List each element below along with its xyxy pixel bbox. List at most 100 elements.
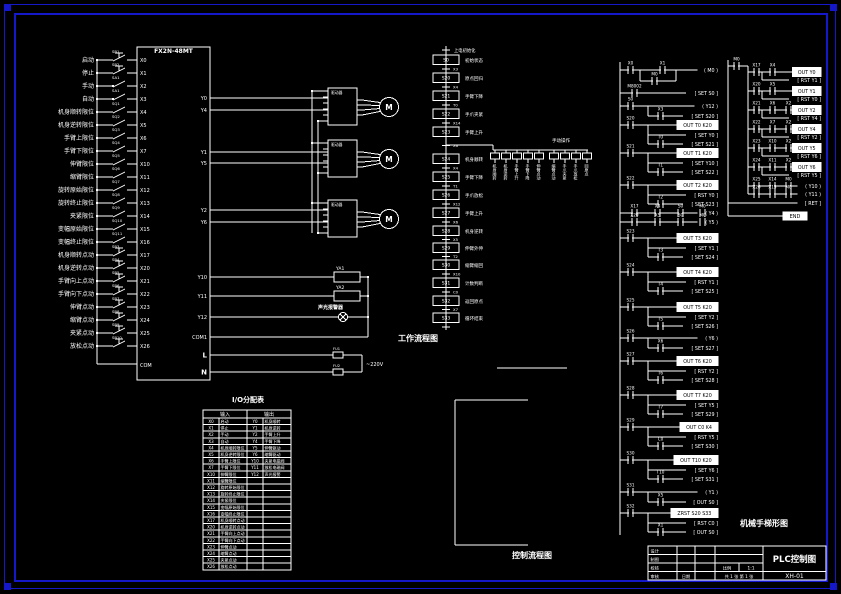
sfc-step-note: 手臂下降 — [465, 174, 483, 181]
io-cell-pin: X16 — [207, 511, 215, 516]
drawing-title: PLC控制图 — [773, 554, 816, 565]
contact-gap — [786, 127, 791, 131]
fuse-1 — [332, 351, 344, 359]
contact-label: S26 — [627, 329, 635, 334]
io-cell-pin: X7 — [208, 465, 214, 470]
contact-label: T0 — [657, 135, 664, 140]
contact-label: X22 — [752, 120, 761, 125]
junction-dot — [366, 275, 370, 279]
plc-pin-label: X23 — [140, 305, 150, 311]
sfc-step-box — [432, 207, 460, 218]
coil-label: [ RST Y4 ] — [797, 116, 821, 122]
sfc-branch-box — [523, 152, 533, 160]
fuse-label: FU2 — [333, 364, 340, 368]
sfc-step-box — [432, 54, 460, 65]
contact-label: X6 — [770, 101, 776, 106]
contact-label: X20 — [752, 82, 761, 87]
instruction-text: OUT T7 K20 — [683, 393, 712, 399]
plc-pin-label: X24 — [140, 318, 150, 324]
plc-pin-label: X10 — [140, 162, 150, 168]
contact-gap — [655, 211, 660, 215]
sfc-step-box — [432, 295, 460, 306]
io-cell-desc: 停止 — [221, 425, 229, 431]
coil-label: [ SET S31 ] — [692, 477, 719, 483]
sfc-step-tag: S0 — [443, 58, 449, 64]
contact-gap — [628, 104, 633, 108]
junction-dot — [316, 171, 320, 175]
io-cell-pin: X24 — [207, 551, 215, 556]
drive-block — [327, 199, 358, 238]
contact-gap — [658, 142, 663, 146]
contact-label: X17 — [752, 63, 761, 68]
title-block-role: 校核 — [651, 565, 660, 572]
motor-wire — [361, 151, 381, 155]
contact-label: X2 — [786, 120, 792, 125]
coil-label: [ RST C0 ] — [694, 521, 718, 527]
plc-pin-label: N — [201, 369, 207, 377]
device-label: SA1 — [112, 75, 120, 80]
io-cell-desc: 机身逆转 — [265, 425, 281, 431]
device-label: SQ2 — [112, 114, 120, 119]
switch-arm — [112, 210, 126, 218]
fuse-2 — [332, 368, 344, 376]
io-cell-pin: X6 — [208, 459, 214, 464]
io-cell-desc: 变幅终止限位 — [221, 510, 245, 516]
io-cell-desc: 夹紧限位 — [221, 497, 237, 503]
sfc-step-box — [432, 126, 460, 137]
coil-label: [ SET Y0 ] — [695, 133, 718, 139]
input-function-label: 自动 — [82, 95, 94, 103]
contact-gap — [754, 165, 759, 169]
motor-wire — [361, 108, 381, 111]
sfc-step-note: 机身顺转 — [465, 156, 483, 163]
io-cell-pin: Y10 — [250, 459, 259, 464]
contact-label: X1 — [658, 523, 664, 528]
junction-dot — [310, 201, 314, 205]
junction-dot — [366, 315, 370, 319]
sfc-transition-label: T1 — [452, 184, 458, 189]
coil-label: [ SET S21 ] — [692, 142, 719, 148]
contact-label: T4 — [657, 282, 664, 287]
input-function-label: 停止 — [82, 69, 94, 77]
io-cell-desc: 手臂上限位 — [221, 458, 241, 464]
contact-label: S24 — [627, 263, 635, 268]
device-label: SB10 — [112, 335, 122, 340]
contact-gap — [786, 184, 791, 188]
contact-label: X4 — [655, 204, 661, 209]
junction-dot — [310, 141, 314, 145]
plc-pin-label: X17 — [140, 253, 150, 259]
device-label: SB6 — [112, 283, 120, 288]
motor-wire — [361, 216, 381, 218]
io-cell-desc: 手臂下限位 — [221, 464, 241, 470]
sfc-transition-label: X10 — [453, 272, 461, 277]
sfc-step-tag: S20 — [442, 76, 451, 82]
input-function-label: 旋转原始限位 — [58, 186, 94, 194]
io-cell-desc: 机身顺转点动 — [221, 517, 245, 523]
plc-pin-label: X20 — [140, 266, 150, 272]
sfc-step-tag: S24 — [442, 157, 451, 163]
contact-label: M0 — [699, 204, 706, 209]
contact-gap — [658, 289, 663, 293]
control-flow-section-label: 控制流程图 — [512, 551, 552, 560]
motor-wire — [361, 223, 381, 228]
plc-pin-label: Y2 — [200, 208, 207, 214]
sfc-step-note: 手爪夹紧 — [465, 111, 483, 118]
coil-label: ( Y1 ) — [705, 490, 718, 496]
sfc-step-tag: S31 — [442, 281, 451, 287]
coil-label: [ RST Y5 ] — [694, 435, 718, 441]
switch-arm — [112, 158, 126, 166]
sfc-step-tag: S22 — [442, 112, 451, 118]
instruction-text: OUT T3 K20 — [683, 236, 712, 242]
sfc-branch-box — [549, 152, 559, 160]
sfc-transition-label: X4 — [453, 85, 459, 90]
contact-gap — [628, 183, 633, 187]
contact-gap — [628, 151, 633, 155]
io-cell-desc: 手臂下降 — [265, 438, 281, 444]
sfc-branch-box — [490, 152, 500, 160]
contact-gap — [770, 192, 775, 196]
io-cell-pin: X21 — [207, 531, 215, 536]
contact-gap — [786, 146, 791, 150]
input-function-label: 变幅终止限位 — [58, 238, 94, 246]
contact-gap — [678, 211, 683, 215]
motor-wire — [361, 163, 381, 168]
io-cell-desc: 手动 — [221, 431, 229, 437]
